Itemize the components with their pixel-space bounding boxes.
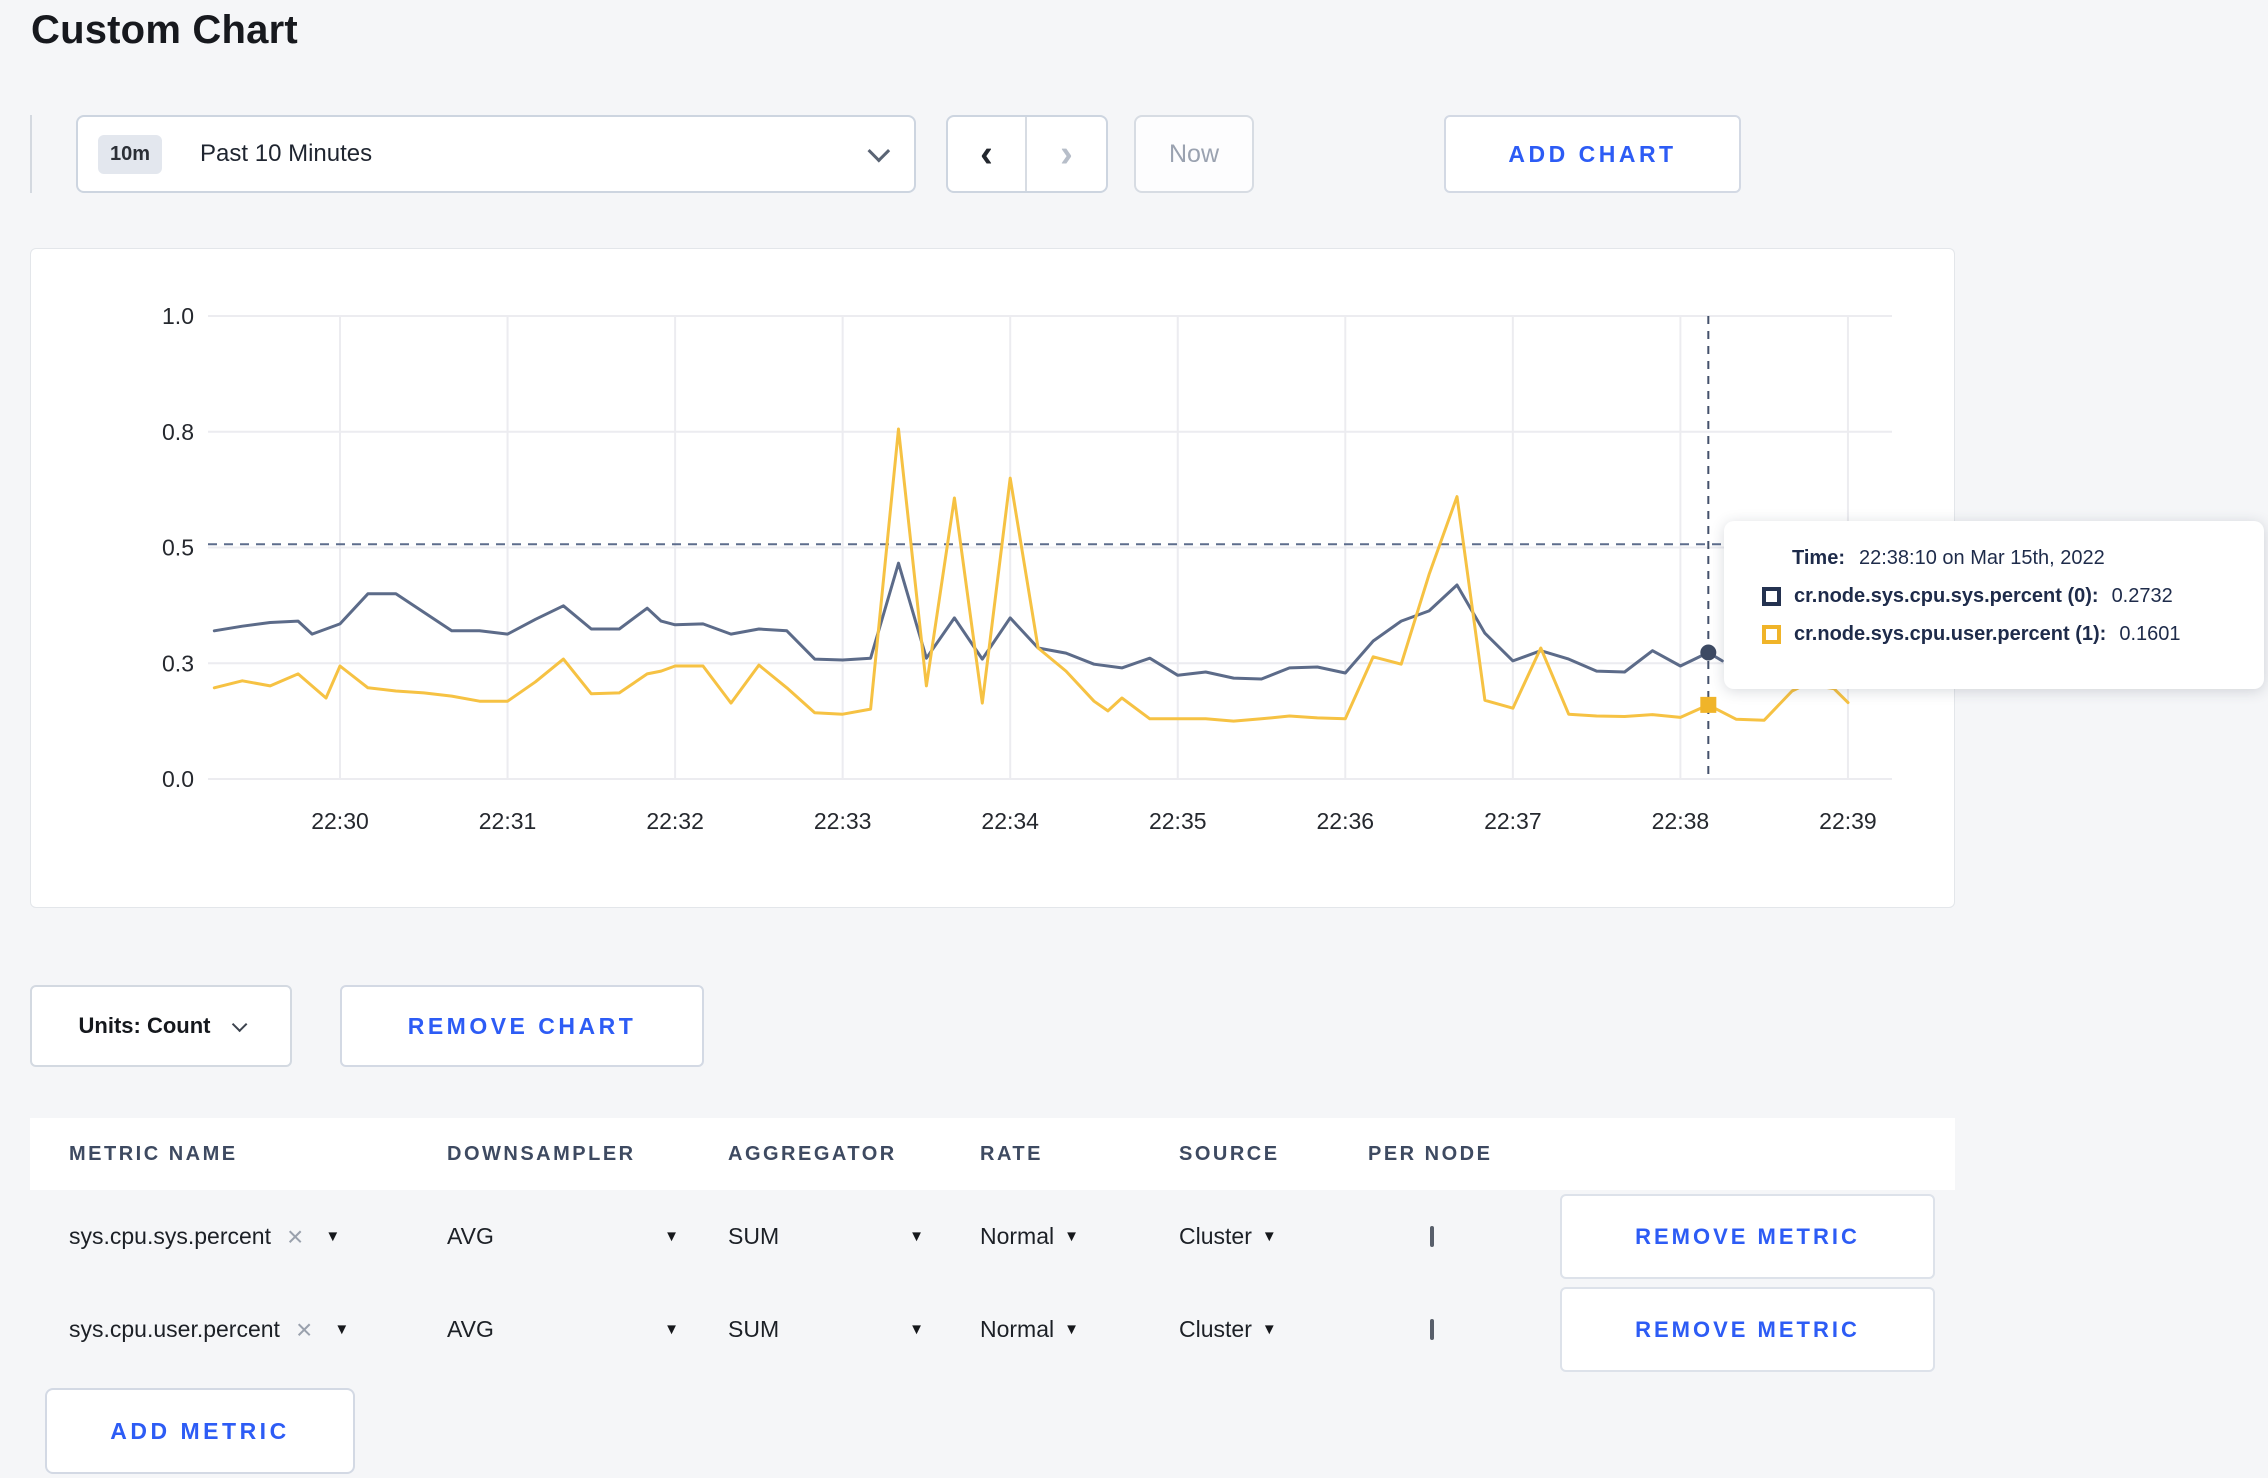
- x-axis-tick-label: 22:33: [814, 808, 872, 834]
- tooltip-time-label: Time:: [1792, 547, 1845, 569]
- clear-metric-icon[interactable]: ×: [286, 1220, 304, 1252]
- x-axis-tick-label: 22:30: [311, 808, 369, 834]
- y-axis-tick-label: 0.8: [162, 419, 194, 445]
- rate-select[interactable]: Normal ▼: [980, 1316, 1179, 1343]
- tooltip-time-value: 22:38:10 on Mar 15th, 2022: [1858, 547, 2105, 569]
- downsampler-value: AVG: [447, 1316, 494, 1342]
- source-select[interactable]: Cluster ▼: [1179, 1223, 1368, 1250]
- per-node-checkbox[interactable]: [1430, 1318, 1434, 1340]
- aggregator-select[interactable]: SUM ▼: [728, 1223, 924, 1250]
- source-select[interactable]: Cluster ▼: [1179, 1316, 1368, 1343]
- rate-select[interactable]: Normal ▼: [980, 1223, 1179, 1250]
- prev-time-button[interactable]: ‹: [948, 117, 1027, 191]
- metric-name: sys.cpu.sys.percent: [69, 1223, 271, 1249]
- rate-value: Normal: [980, 1223, 1055, 1249]
- x-axis-tick-label: 22:35: [1149, 808, 1207, 834]
- dropdown-arrow-icon: ▼: [1064, 1321, 1079, 1338]
- col-source: SOURCE: [1179, 1142, 1280, 1165]
- source-value: Cluster: [1179, 1316, 1252, 1342]
- x-axis-tick-label: 22:36: [1317, 808, 1375, 834]
- table-row: sys.cpu.user.percent × ▼ AVG ▼ SUM ▼ Nor…: [30, 1283, 1955, 1376]
- dropdown-arrow-icon: ▼: [664, 1228, 679, 1245]
- chevron-down-icon: [232, 1016, 248, 1032]
- x-axis-tick-label: 22:38: [1652, 808, 1710, 834]
- aggregator-value: SUM: [728, 1223, 780, 1249]
- chart-card: 0.0 0.3 0.5 0.8 1.0 22:30 22:31 22:32 22:33 22:34…: [30, 248, 2264, 909]
- time-nav-group: ‹ ›: [946, 115, 1108, 193]
- dropdown-arrow-icon: ▼: [325, 1228, 341, 1245]
- page-title: Custom Chart: [31, 8, 298, 52]
- tooltip-time: Time: 22:38:10 on Mar 15th, 2022: [1792, 547, 2264, 570]
- metrics-table: METRIC NAME DOWNSAMPLER AGGREGATOR RATE …: [30, 1118, 1955, 1474]
- time-range-badge: 10m: [98, 134, 163, 174]
- downsampler-value: AVG: [447, 1223, 494, 1249]
- next-time-button[interactable]: ›: [1060, 132, 1073, 175]
- col-aggregator: AGGREGATOR: [728, 1142, 897, 1165]
- tooltip-series-row: cr.node.sys.cpu.sys.percent (0): 0.2732: [1762, 585, 2264, 608]
- line-chart-canvas[interactable]: 0.0 0.3 0.5 0.8 1.0 22:30 22:31 22:32 22:33 22:34…: [31, 249, 1956, 909]
- tooltip-sys-value: 0.2732: [2111, 585, 2173, 607]
- tooltip-series-row: cr.node.sys.cpu.user.percent (1): 0.1601: [1762, 623, 2264, 646]
- tooltip-sys-label: cr.node.sys.cpu.sys.percent (0):: [1794, 585, 2099, 607]
- downsampler-select[interactable]: AVG ▼: [447, 1223, 679, 1250]
- rate-value: Normal: [980, 1316, 1055, 1342]
- add-metric-button[interactable]: ADD METRIC: [45, 1388, 355, 1474]
- remove-metric-button[interactable]: REMOVE METRIC: [1560, 1194, 1935, 1279]
- x-axis-tick-label: 22:32: [646, 808, 704, 834]
- metrics-table-header: METRIC NAME DOWNSAMPLER AGGREGATOR RATE …: [30, 1118, 1955, 1190]
- aggregator-select[interactable]: SUM ▼: [728, 1316, 924, 1343]
- y-axis-tick-label: 1.0: [162, 303, 194, 329]
- y-axis-tick-label: 0.0: [162, 766, 194, 792]
- time-range-label: Past 10 Minutes: [200, 140, 373, 167]
- x-axis-tick-label: 22:34: [981, 808, 1039, 834]
- remove-metric-button[interactable]: REMOVE METRIC: [1560, 1287, 1935, 1372]
- dropdown-arrow-icon: ▼: [1064, 1228, 1079, 1245]
- user-series-swatch-icon: [1762, 625, 1781, 644]
- dropdown-arrow-icon: ▼: [909, 1321, 924, 1338]
- x-axis-tick-label: 22:39: [1819, 808, 1877, 834]
- units-select[interactable]: Units: Count: [30, 985, 292, 1067]
- aggregator-value: SUM: [728, 1316, 780, 1342]
- tooltip-user-label: cr.node.sys.cpu.user.percent (1):: [1794, 623, 2107, 645]
- col-rate: RATE: [980, 1142, 1043, 1165]
- y-axis-tick-label: 0.5: [162, 535, 194, 561]
- col-downsampler: DOWNSAMPLER: [447, 1142, 636, 1165]
- now-button[interactable]: Now: [1134, 115, 1254, 193]
- tooltip-user-value: 0.1601: [2119, 623, 2181, 645]
- dropdown-arrow-icon: ▼: [664, 1321, 679, 1338]
- dropdown-arrow-icon: ▼: [1261, 1228, 1277, 1245]
- dropdown-arrow-icon: ▼: [1261, 1321, 1277, 1338]
- remove-chart-button[interactable]: REMOVE CHART: [340, 985, 704, 1067]
- units-label: Units: Count: [78, 1013, 211, 1038]
- dropdown-arrow-icon: ▼: [334, 1321, 350, 1338]
- chart-controls: Units: Count REMOVE CHART: [30, 985, 704, 1067]
- metric-select[interactable]: sys.cpu.sys.percent × ▼: [69, 1221, 447, 1253]
- downsampler-select[interactable]: AVG ▼: [447, 1316, 679, 1343]
- x-axis-tick-label: 22:37: [1484, 808, 1542, 834]
- metric-select[interactable]: sys.cpu.user.percent × ▼: [69, 1314, 447, 1346]
- toolbar: 10m Past 10 Minutes ‹ › Now ADD CHART: [30, 115, 1741, 193]
- toolbar-divider: [30, 115, 32, 193]
- col-metric-name: METRIC NAME: [69, 1142, 238, 1165]
- y-axis-tick-label: 0.3: [162, 650, 194, 676]
- table-row: sys.cpu.sys.percent × ▼ AVG ▼ SUM ▼ Norm…: [30, 1190, 1955, 1283]
- col-per-node: PER NODE: [1368, 1142, 1493, 1165]
- sys-series-swatch-icon: [1762, 587, 1781, 606]
- metric-name: sys.cpu.user.percent: [69, 1316, 280, 1342]
- add-chart-button[interactable]: ADD CHART: [1444, 115, 1741, 193]
- per-node-checkbox[interactable]: [1430, 1225, 1434, 1247]
- time-range-select[interactable]: 10m Past 10 Minutes: [76, 115, 916, 193]
- source-value: Cluster: [1179, 1223, 1252, 1249]
- chart-tooltip: Time: 22:38:10 on Mar 15th, 2022 cr.node.…: [1724, 521, 2264, 689]
- x-axis-tick-label: 22:31: [479, 808, 537, 834]
- chevron-down-icon: [867, 139, 891, 163]
- dropdown-arrow-icon: ▼: [909, 1228, 924, 1245]
- clear-metric-icon[interactable]: ×: [295, 1313, 313, 1345]
